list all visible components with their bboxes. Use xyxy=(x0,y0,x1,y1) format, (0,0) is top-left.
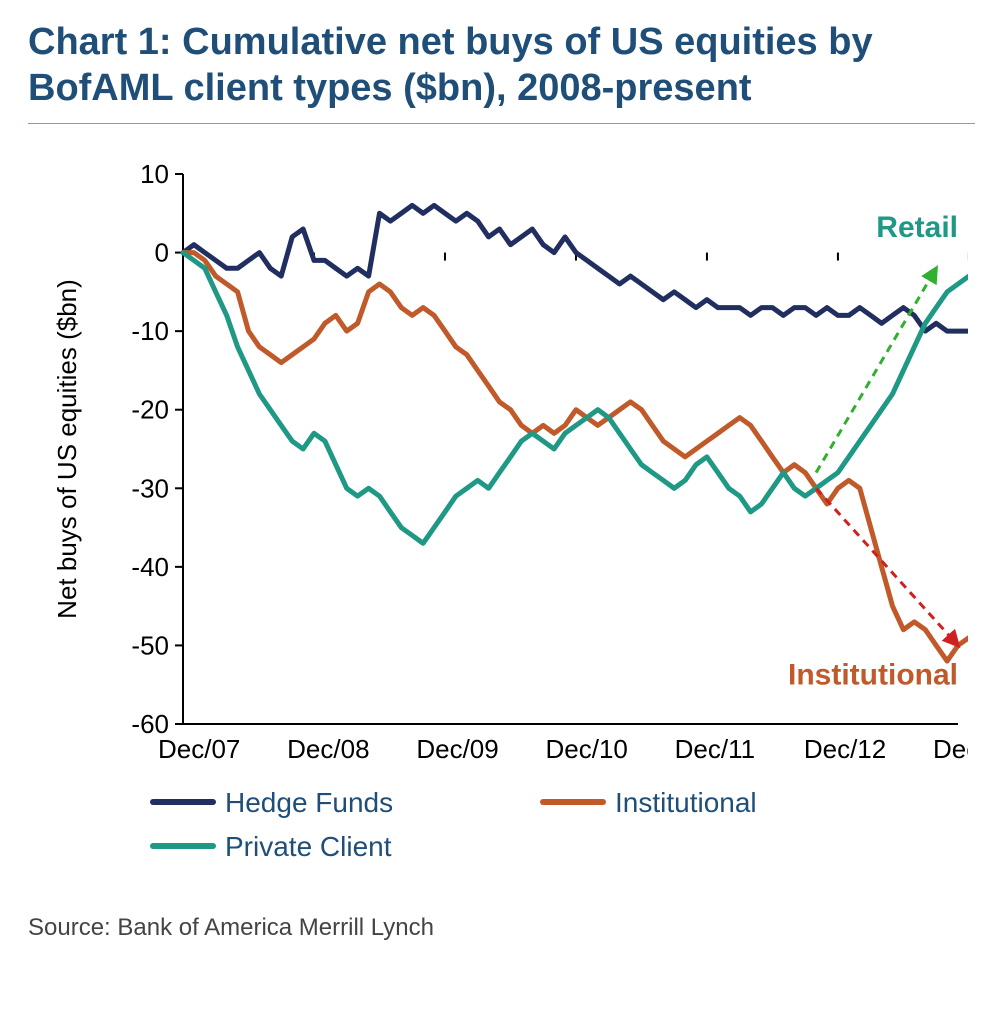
source-text: Source: Bank of America Merrill Lynch xyxy=(28,914,975,942)
svg-text:Retail: Retail xyxy=(876,211,958,244)
svg-text:10: 10 xyxy=(140,164,169,189)
svg-text:Dec/13: Dec/13 xyxy=(933,734,968,764)
svg-text:Dec/10: Dec/10 xyxy=(546,734,628,764)
svg-text:Dec/09: Dec/09 xyxy=(416,734,498,764)
svg-text:Dec/08: Dec/08 xyxy=(287,734,369,764)
svg-text:-10: -10 xyxy=(131,316,169,346)
svg-text:-40: -40 xyxy=(131,552,169,582)
svg-text:-30: -30 xyxy=(131,473,169,503)
svg-text:Dec/07: Dec/07 xyxy=(158,734,240,764)
svg-text:Institutional: Institutional xyxy=(788,659,958,692)
svg-text:-50: -50 xyxy=(131,631,169,661)
chart-title: Chart 1: Cumulative net buys of US equit… xyxy=(28,20,975,124)
page: Chart 1: Cumulative net buys of US equit… xyxy=(0,0,1003,1024)
svg-text:0: 0 xyxy=(155,238,169,268)
svg-text:-20: -20 xyxy=(131,395,169,425)
svg-text:Private Client: Private Client xyxy=(225,831,392,862)
chart-svg: -60-50-40-30-20-10010Dec/07Dec/08Dec/09D… xyxy=(28,164,968,884)
svg-text:Hedge Funds: Hedge Funds xyxy=(225,787,393,818)
chart-area: -60-50-40-30-20-10010Dec/07Dec/08Dec/09D… xyxy=(28,164,968,884)
svg-text:Net buys of US equities ($bn): Net buys of US equities ($bn) xyxy=(52,279,82,619)
svg-text:Institutional: Institutional xyxy=(615,787,757,818)
svg-text:Dec/12: Dec/12 xyxy=(804,734,886,764)
svg-text:Dec/11: Dec/11 xyxy=(675,734,755,764)
